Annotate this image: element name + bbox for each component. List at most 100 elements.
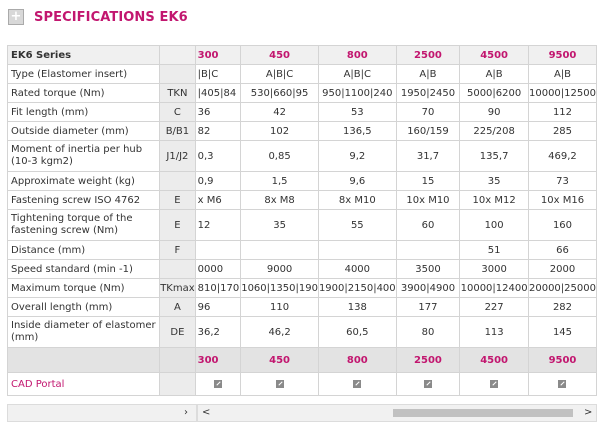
- section-header[interactable]: + SPECIFICATIONS EK6: [8, 8, 188, 26]
- row-label: Fit length (mm): [7, 102, 161, 122]
- cad-link-cell[interactable]: [194, 372, 242, 396]
- table-cell: 90: [459, 102, 529, 122]
- table-row: Rated torque (Nm) TKN |405|84 530|660|95 950…: [7, 83, 597, 103]
- section-title: SPECIFICATIONS EK6: [34, 9, 188, 25]
- table-cell: |405|84: [194, 83, 242, 103]
- series-label: EK6 Series: [7, 45, 161, 65]
- table-cell: A|B: [395, 64, 461, 84]
- table-row: Type (Elastomer insert) |B|C A|B|C A|B|C A|B…: [7, 64, 597, 84]
- cad-portal-label[interactable]: CAD Portal: [7, 372, 161, 396]
- cad-link-cell[interactable]: [527, 372, 597, 396]
- table-footer-row: 300 450 800 2500 4500 9500: [7, 347, 597, 373]
- external-link-icon[interactable]: [213, 379, 222, 388]
- cad-portal-row: CAD Portal: [7, 372, 597, 396]
- table-cell: 112: [527, 102, 597, 122]
- scroll-right-icon[interactable]: ›: [184, 407, 188, 418]
- row-label: Distance (mm): [7, 240, 161, 260]
- horizontal-scrollbar-right[interactable]: < >: [197, 404, 597, 422]
- table-cell: 0,85: [240, 140, 319, 172]
- table-row: Outside diameter (mm) B/B1 82 102 136,5 160/1…: [7, 121, 597, 141]
- footer-symbol: [159, 347, 196, 373]
- row-symbol: [159, 64, 196, 84]
- table-row: Speed standard (min -1) 0000 9000 4000 3500 3…: [7, 259, 597, 279]
- row-label: Rated torque (Nm): [7, 83, 161, 103]
- external-link-icon[interactable]: [353, 379, 362, 388]
- row-label: Outside diameter (mm): [7, 121, 161, 141]
- table-cell: [194, 240, 242, 260]
- table-cell: 51: [459, 240, 529, 260]
- row-label: Fastening screw ISO 4762: [7, 190, 161, 210]
- table-row: Distance (mm) F 51 66: [7, 240, 597, 260]
- table-cell: 5000|6200: [459, 83, 529, 103]
- table-cell: 177: [395, 297, 461, 317]
- table-cell: x M6: [194, 190, 242, 210]
- table-cell: 160/159: [395, 121, 461, 141]
- size-footer: 800: [317, 347, 397, 373]
- specs-table: EK6 Series 300 450 800 2500 4500 9500 Ty…: [7, 45, 597, 396]
- table-cell: 96: [194, 297, 242, 317]
- table-cell: [317, 240, 397, 260]
- expand-plus-icon[interactable]: +: [8, 9, 24, 25]
- row-symbol: TKmax: [159, 278, 196, 298]
- external-link-icon[interactable]: [423, 379, 432, 388]
- row-symbol: J1/J2: [159, 140, 196, 172]
- horizontal-scrollbar-left[interactable]: ›: [7, 404, 197, 422]
- row-label: Moment of inertia per hub (10-3 kgm2): [7, 140, 161, 172]
- cad-link-cell[interactable]: [240, 372, 319, 396]
- table-cell: 10x M16: [527, 190, 597, 210]
- table-cell: 469,2: [527, 140, 597, 172]
- table-cell: 0000: [194, 259, 242, 279]
- table-cell: 10000|12500: [527, 83, 597, 103]
- table-cell: 810|170: [194, 278, 242, 298]
- external-link-icon[interactable]: [490, 379, 499, 388]
- size-header: 450: [240, 45, 319, 65]
- table-cell: 1060|1350|190: [240, 278, 319, 298]
- table-row: Fit length (mm) C 36 42 53 70 90 112: [7, 102, 597, 122]
- table-cell: A|B: [527, 64, 597, 84]
- table-cell: 110: [240, 297, 319, 317]
- external-link-icon[interactable]: [558, 379, 567, 388]
- table-cell: 0,3: [194, 140, 242, 172]
- table-cell: [395, 240, 461, 260]
- row-symbol: C: [159, 102, 196, 122]
- table-cell: 950|1100|240: [317, 83, 397, 103]
- row-symbol: F: [159, 240, 196, 260]
- table-cell: 46,2: [240, 316, 319, 348]
- scroll-left-icon[interactable]: <: [202, 407, 211, 418]
- table-cell: 70: [395, 102, 461, 122]
- table-cell: 35: [459, 171, 529, 191]
- size-header: 9500: [527, 45, 597, 65]
- table-row: Tightening torque of the fastening screw…: [7, 209, 597, 241]
- table-cell: 3000: [459, 259, 529, 279]
- table-cell: 3500: [395, 259, 461, 279]
- scrollbar-thumb[interactable]: [393, 409, 573, 417]
- table-cell: [240, 240, 319, 260]
- table-cell: 10x M12: [459, 190, 529, 210]
- table-cell: |B|C: [194, 64, 242, 84]
- table-cell: 8x M10: [317, 190, 397, 210]
- table-cell: 9000: [240, 259, 319, 279]
- row-label: Maximum torque (Nm): [7, 278, 161, 298]
- row-symbol: TKN: [159, 83, 196, 103]
- external-link-icon[interactable]: [275, 379, 284, 388]
- table-cell: A|B|C: [317, 64, 397, 84]
- table-cell: 1,5: [240, 171, 319, 191]
- table-cell: 31,7: [395, 140, 461, 172]
- table-cell: 113: [459, 316, 529, 348]
- table-cell: 55: [317, 209, 397, 241]
- table-cell: 1900|2150|400: [317, 278, 397, 298]
- size-footer: 9500: [527, 347, 597, 373]
- table-row: Inside diameter of elastomer (mm) DE 36,2 4…: [7, 316, 597, 348]
- scroll-right-icon[interactable]: >: [584, 407, 593, 418]
- row-symbol: E: [159, 190, 196, 210]
- specs-table-container: EK6 Series 300 450 800 2500 4500 9500 Ty…: [7, 45, 597, 425]
- cad-link-cell[interactable]: [395, 372, 461, 396]
- table-cell: 4000: [317, 259, 397, 279]
- table-cell: 285: [527, 121, 597, 141]
- cad-link-cell[interactable]: [459, 372, 529, 396]
- table-cell: 9,6: [317, 171, 397, 191]
- row-label: Inside diameter of elastomer (mm): [7, 316, 161, 348]
- cad-link-cell[interactable]: [317, 372, 397, 396]
- size-header: 300: [194, 45, 242, 65]
